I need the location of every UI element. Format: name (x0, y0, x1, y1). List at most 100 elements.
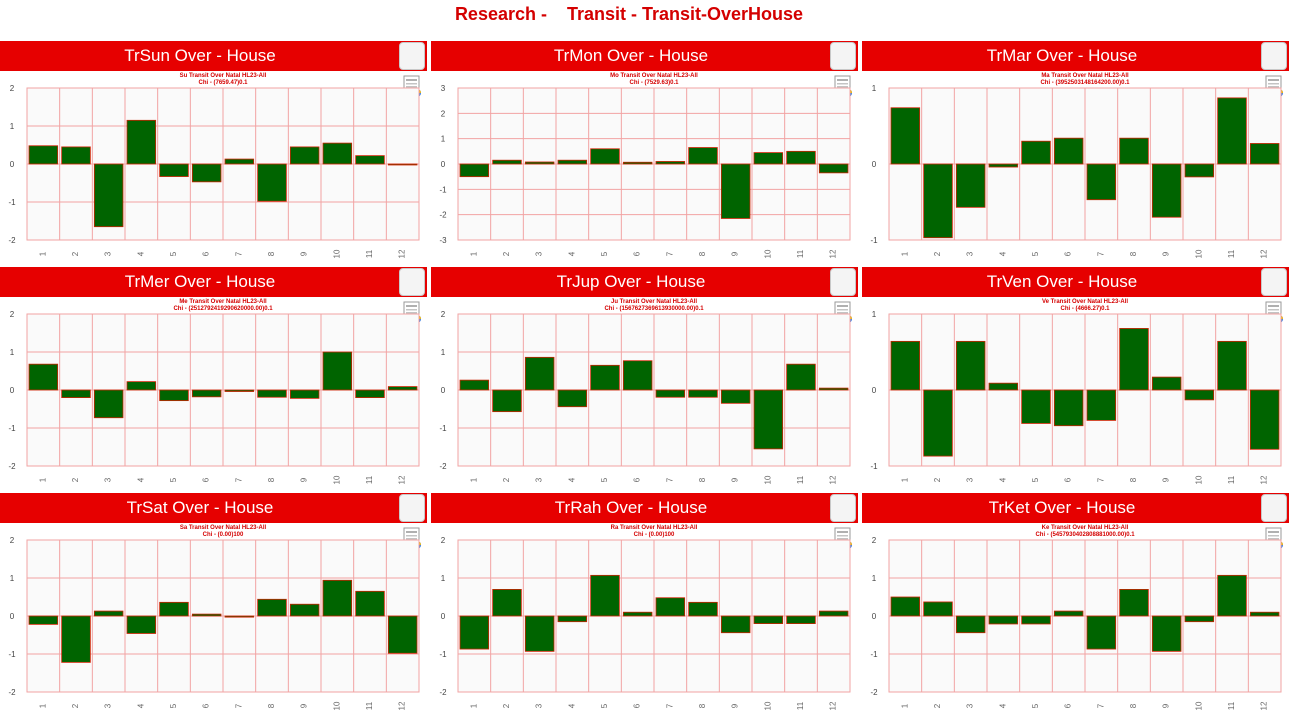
x-tick-label: 11 (796, 701, 805, 710)
y-tick-label: 1 (441, 135, 446, 144)
y-tick-label: 0 (872, 160, 877, 169)
x-tick-label: 10 (1194, 475, 1203, 484)
panel-title: TrMon Over - House (553, 46, 709, 65)
y-tick-label: 1 (872, 310, 877, 319)
report-button[interactable] (399, 42, 425, 97)
bar (387, 615, 418, 654)
panel-header: TrVen Over - House (862, 267, 1289, 323)
x-tick-label: 4 (998, 477, 1007, 482)
bar (753, 615, 784, 624)
report-button[interactable] (830, 42, 856, 97)
x-tick-label: 12 (829, 475, 838, 484)
bar (890, 107, 921, 165)
x-tick-label: 7 (1096, 251, 1105, 256)
bar (1021, 615, 1051, 625)
x-tick-label: 8 (267, 251, 276, 256)
x-tick-label: 8 (698, 703, 707, 708)
x-tick-label: 5 (169, 703, 178, 708)
bar (1217, 97, 1247, 165)
panel-header: TrMar Over - House (862, 41, 1289, 97)
x-tick-label: 1 (900, 703, 909, 708)
x-tick-label: 4 (136, 703, 145, 708)
bar (1184, 615, 1215, 623)
chart-subtitle: Sa Transit Over Natal HL23-All (180, 525, 267, 531)
x-tick-label: 7 (665, 251, 674, 256)
y-tick-label: -1 (8, 198, 16, 207)
chart-subtitle: Mo Transit Over Natal HL23-All (610, 73, 698, 79)
bar (786, 150, 816, 165)
report-button[interactable] (399, 494, 425, 549)
bar (289, 389, 320, 399)
x-tick-label: 2 (933, 251, 942, 256)
bar (988, 615, 1019, 625)
bar (818, 163, 849, 174)
y-tick-label: -2 (8, 236, 16, 245)
bar (1119, 589, 1149, 617)
bar (1021, 389, 1051, 424)
bar (590, 148, 620, 165)
bar (557, 159, 588, 165)
chart-panel: TrSat Over - House Sa Transit Over Natal … (0, 493, 427, 714)
x-tick-label: 6 (1064, 703, 1073, 708)
x-tick-label: 5 (600, 251, 609, 256)
chart-subtitle: Me Transit Over Natal HL23-All (179, 299, 267, 305)
bar (1249, 143, 1280, 165)
bar (289, 146, 320, 165)
report-button[interactable] (1261, 268, 1287, 323)
x-tick-label: 4 (136, 251, 145, 256)
x-tick-label: 12 (1260, 475, 1269, 484)
chart-subtitle: Ra Transit Over Natal HL23-All (611, 525, 698, 531)
x-tick-label: 9 (300, 703, 309, 708)
x-tick-label: 8 (1129, 703, 1138, 708)
bar (355, 590, 385, 617)
x-tick-label: 2 (933, 703, 942, 708)
y-tick-label: 2 (441, 109, 446, 118)
bar (786, 363, 816, 391)
report-button[interactable] (830, 268, 856, 323)
x-tick-label: 12 (829, 701, 838, 710)
report-button[interactable] (399, 268, 425, 323)
y-tick-label: -2 (439, 688, 447, 697)
y-tick-label: -1 (8, 650, 16, 659)
x-tick-label: 12 (829, 249, 838, 258)
report-button[interactable] (1261, 42, 1287, 97)
bar (459, 163, 490, 178)
bar (1086, 163, 1117, 201)
y-tick-label: -1 (870, 650, 878, 659)
y-tick-label: 2 (441, 310, 446, 319)
x-tick-label: 4 (998, 251, 1007, 256)
bar (159, 163, 189, 177)
x-tick-label: 3 (535, 251, 544, 256)
bar (955, 163, 986, 208)
y-tick-label: -2 (439, 211, 447, 220)
x-tick-label: 4 (567, 251, 576, 256)
report-button[interactable] (1261, 494, 1287, 549)
x-tick-label: 6 (633, 251, 642, 256)
chart-chi-label: Chi - (7529.63)0.1 (629, 80, 679, 86)
x-tick-label: 9 (1162, 477, 1171, 482)
bar (1151, 376, 1182, 391)
bar (720, 163, 751, 219)
y-tick-label: 1 (441, 348, 446, 357)
x-tick-label: 2 (933, 477, 942, 482)
chart-panel: TrVen Over - House Ve Transit Over Natal … (862, 267, 1289, 488)
report-button[interactable] (830, 494, 856, 549)
bar (524, 161, 555, 165)
chart-subtitle: Ke Transit Over Natal HL23-All (1042, 525, 1129, 531)
x-tick-label: 7 (234, 477, 243, 482)
x-tick-label: 5 (169, 251, 178, 256)
x-tick-label: 11 (365, 475, 374, 484)
y-tick-label: -1 (8, 424, 16, 433)
y-tick-label: 0 (10, 160, 15, 169)
x-tick-label: 4 (998, 703, 1007, 708)
panel-title: TrSun Over - House (124, 46, 276, 65)
bar (655, 597, 686, 617)
x-tick-label: 3 (104, 477, 113, 482)
chart-subtitle: Ve Transit Over Natal HL23-All (1042, 299, 1128, 305)
bar (655, 161, 686, 165)
bar (1217, 574, 1247, 617)
bar (61, 615, 91, 663)
